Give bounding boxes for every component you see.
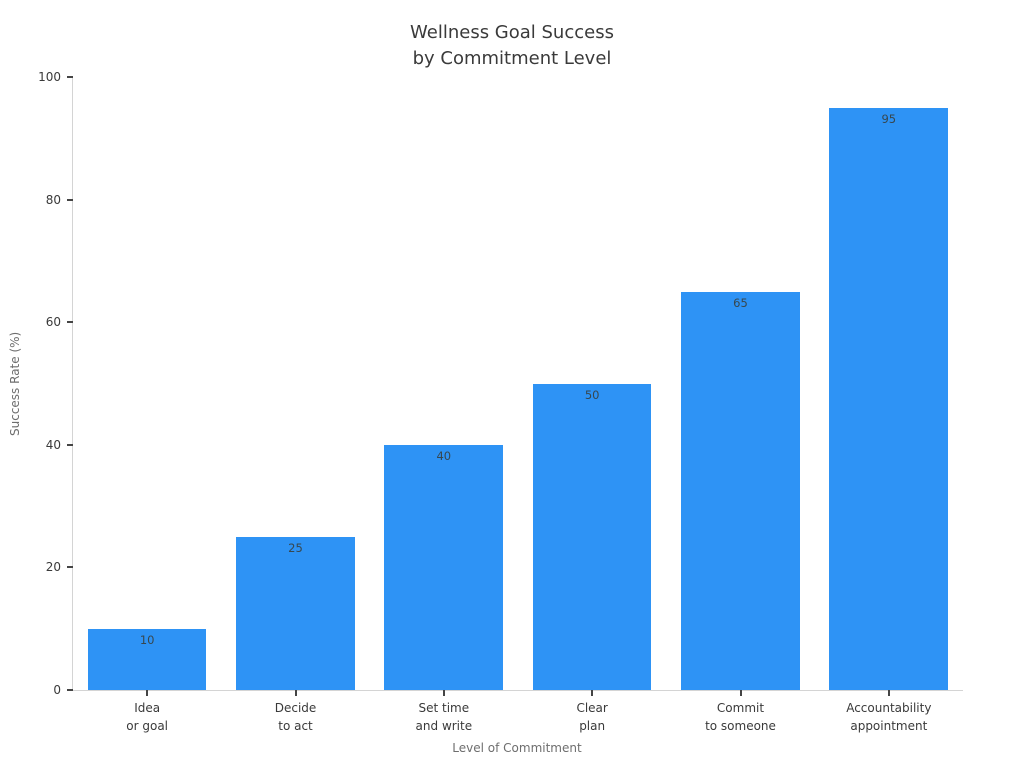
- x-category-label: Commit to someone: [661, 699, 821, 735]
- x-category-label: Clear plan: [512, 699, 672, 735]
- x-tick-mark: [294, 690, 297, 696]
- chart-title-line-1: Wellness Goal Success: [410, 22, 614, 43]
- x-category-label: Decide to act: [216, 699, 376, 735]
- bar-value-label: 10: [139, 632, 155, 647]
- x-category-label-line: Set time: [418, 701, 470, 715]
- y-tick-label: 80: [45, 192, 61, 207]
- y-tick-label: 100: [38, 70, 61, 84]
- bar-value-label: 65: [733, 295, 748, 310]
- x-tick-mark: [591, 690, 594, 696]
- y-axis-title: Success Rate (%): [8, 331, 22, 436]
- bar: 95: [829, 107, 949, 690]
- bar-slot: 95: [815, 77, 963, 690]
- x-category-label: Accountability appointment: [809, 699, 969, 735]
- x-category-label-line: or goal: [126, 719, 169, 733]
- x-category-label-line: plan: [579, 719, 606, 733]
- x-category-label-line: appointment: [850, 719, 928, 733]
- y-tick-mark: [67, 76, 73, 78]
- y-tick-label: 40: [45, 437, 61, 452]
- bar-slot: 65: [666, 77, 814, 690]
- plot-area: 0 20 40 60 80 100 10 25 40 50 65 95 Idea or goal Dec…: [38, 70, 963, 733]
- bar-value-label: 50: [584, 387, 600, 402]
- bar: 25: [236, 536, 355, 690]
- x-tick-mark: [887, 690, 890, 696]
- x-tick-mark: [146, 690, 149, 696]
- x-category-label-line: Decide: [274, 701, 317, 715]
- bar-slot: 40: [370, 77, 518, 690]
- x-category-label-line: Commit: [716, 701, 765, 715]
- x-category-label-line: Accountability: [846, 701, 932, 715]
- y-tick-mark: [67, 198, 73, 201]
- bar: 65: [681, 291, 800, 690]
- bar-value-label: 40: [436, 448, 452, 463]
- y-tick-label: 0: [53, 683, 61, 697]
- y-tick-label: 20: [45, 560, 61, 575]
- x-category-label-line: to someone: [705, 719, 776, 733]
- bar-value-label: 25: [288, 540, 303, 555]
- y-tick-mark: [67, 689, 73, 691]
- bar-slot: 10: [73, 77, 221, 690]
- x-axis-title: Level of Commitment: [452, 741, 582, 755]
- chart-title: Wellness Goal Success by Commitment Leve…: [0, 20, 1024, 72]
- bar: 50: [532, 383, 652, 690]
- y-tick-label: 60: [45, 315, 61, 330]
- x-category-label: Idea or goal: [67, 699, 227, 735]
- x-category-label-line: and write: [415, 719, 473, 733]
- x-category-label-line: Clear: [576, 701, 608, 715]
- bar: 10: [87, 628, 207, 690]
- x-category-label: Set time and write: [364, 699, 524, 735]
- bar-slot: 50: [518, 77, 666, 690]
- bar-value-label: 95: [881, 111, 897, 126]
- x-tick-mark: [739, 690, 742, 696]
- chart-title-line-2: by Commitment Level: [412, 48, 612, 69]
- y-tick-mark: [67, 443, 73, 446]
- x-tick-mark: [442, 690, 445, 696]
- x-category-label-line: Idea: [134, 701, 161, 715]
- y-tick-mark: [67, 566, 73, 569]
- x-category-label-line: to act: [278, 719, 313, 733]
- bar-slot: 25: [221, 77, 369, 690]
- bar: 40: [384, 444, 504, 690]
- y-tick-mark: [67, 321, 73, 324]
